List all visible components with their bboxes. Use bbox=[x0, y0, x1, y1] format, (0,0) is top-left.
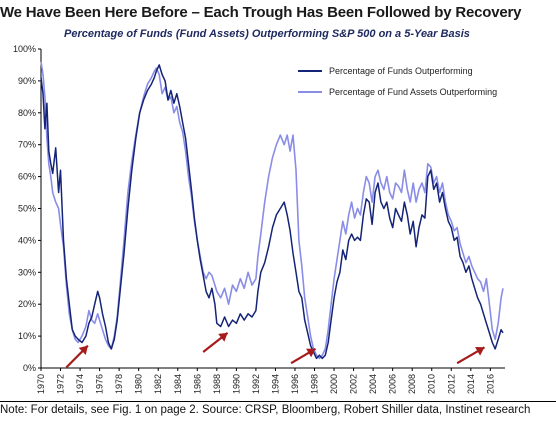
trough-arrow bbox=[457, 347, 484, 363]
y-tick-label: 0% bbox=[23, 363, 36, 373]
x-tick-label: 1984 bbox=[173, 374, 183, 394]
x-tick-label: 2004 bbox=[368, 374, 378, 394]
footer-divider bbox=[0, 401, 556, 402]
funds-outperforming-line bbox=[41, 65, 503, 359]
x-tick-label: 1970 bbox=[36, 374, 46, 394]
series-layer bbox=[41, 62, 503, 359]
x-tick-label: 2016 bbox=[485, 374, 495, 394]
x-tick-label: 1992 bbox=[251, 374, 261, 394]
legend-label-funds: Percentage of Funds Outperforming bbox=[329, 66, 473, 76]
y-tick-label: 20% bbox=[18, 299, 36, 309]
x-tick-label: 2014 bbox=[466, 374, 476, 394]
trough-arrow bbox=[66, 346, 87, 368]
x-tick-label: 1978 bbox=[114, 374, 124, 394]
y-tick-label: 40% bbox=[18, 235, 36, 245]
x-tick-label: 1988 bbox=[212, 374, 222, 394]
x-tick-label: 1986 bbox=[192, 374, 202, 394]
legend-label-assets: Percentage of Fund Assets Outperforming bbox=[329, 87, 497, 97]
annotation-layer bbox=[66, 333, 484, 367]
line-chart: 0% 10% 20% 30% 40% 50% 60% 70% 80% 90% 100% 1970 197… bbox=[0, 0, 556, 400]
x-tick-label: 2002 bbox=[349, 374, 359, 394]
x-tick-label: 1994 bbox=[270, 374, 280, 394]
x-tick-label: 1980 bbox=[134, 374, 144, 394]
x-tick-label: 1990 bbox=[231, 374, 241, 394]
x-tick-label: 1976 bbox=[95, 374, 105, 394]
x-tick-label: 2008 bbox=[407, 374, 417, 394]
x-tick-label: 2000 bbox=[329, 374, 339, 394]
x-tick-label: 1974 bbox=[75, 374, 85, 394]
trough-arrow bbox=[203, 333, 227, 352]
x-tick-label: 1982 bbox=[153, 374, 163, 394]
x-tick-label: 2010 bbox=[427, 374, 437, 394]
y-tick-label: 10% bbox=[18, 331, 36, 341]
y-tick-label: 90% bbox=[18, 76, 36, 86]
chart-legend: Percentage of Funds Outperforming Percent… bbox=[298, 66, 497, 97]
y-tick-label: 70% bbox=[18, 140, 36, 150]
y-tick-label: 80% bbox=[18, 108, 36, 118]
source-note: Note: For details, see Fig. 1 on page 2.… bbox=[0, 404, 556, 416]
y-tick-label: 50% bbox=[18, 204, 36, 214]
fund-assets-outperforming-line bbox=[41, 62, 503, 359]
x-tick-label: 2006 bbox=[388, 374, 398, 394]
x-tick-label: 1972 bbox=[56, 374, 66, 394]
x-tick-label: 2012 bbox=[446, 374, 456, 394]
trough-arrow bbox=[291, 349, 315, 364]
x-tick-label: 1998 bbox=[310, 374, 320, 394]
y-tick-label: 100% bbox=[13, 44, 36, 54]
y-tick-label: 30% bbox=[18, 267, 36, 277]
y-tick-label: 60% bbox=[18, 172, 36, 182]
x-tick-label: 1996 bbox=[290, 374, 300, 394]
